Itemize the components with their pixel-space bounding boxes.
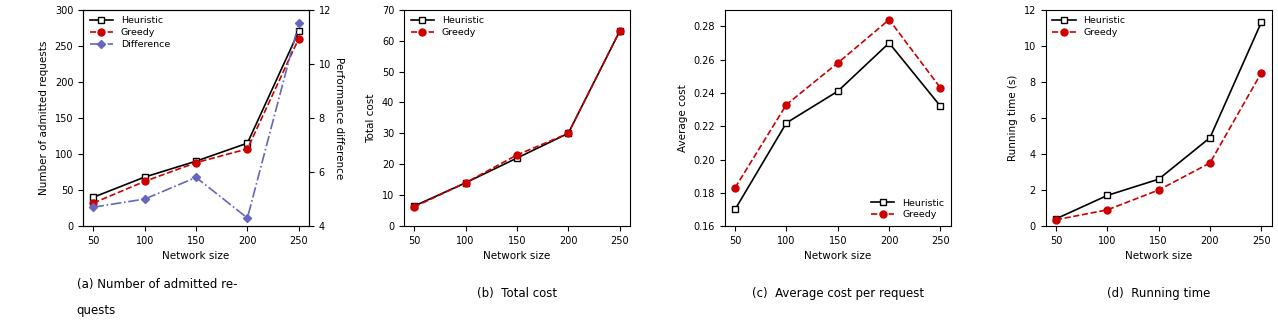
Heuristic xyxy=(1151,177,1167,181)
Line: Difference: Difference xyxy=(91,20,302,221)
Heuristic xyxy=(406,204,422,208)
Heuristic xyxy=(240,141,256,145)
Y-axis label: Total cost: Total cost xyxy=(367,93,376,142)
Heuristic xyxy=(86,195,101,199)
Greedy xyxy=(1203,161,1218,165)
Difference xyxy=(86,205,101,209)
Heuristic xyxy=(1048,217,1063,221)
Heuristic xyxy=(1099,193,1114,197)
Greedy xyxy=(406,205,422,209)
Greedy xyxy=(291,36,307,40)
Greedy xyxy=(1099,208,1114,212)
Heuristic xyxy=(291,29,307,33)
Difference xyxy=(188,175,203,179)
Line: Greedy: Greedy xyxy=(410,28,624,210)
Heuristic xyxy=(778,121,794,125)
Line: Heuristic: Heuristic xyxy=(412,28,622,209)
X-axis label: Network size: Network size xyxy=(1125,251,1192,261)
Heuristic xyxy=(458,181,473,185)
Greedy xyxy=(882,18,897,22)
Legend: Heuristic, Greedy, Difference: Heuristic, Greedy, Difference xyxy=(88,15,173,51)
Greedy xyxy=(831,61,846,65)
Line: Heuristic: Heuristic xyxy=(732,40,943,213)
Greedy xyxy=(561,131,576,135)
Heuristic xyxy=(509,156,524,160)
Line: Greedy: Greedy xyxy=(1053,69,1265,223)
Text: quests: quests xyxy=(77,304,116,317)
Greedy xyxy=(458,181,473,185)
Y-axis label: Number of admitted requests: Number of admitted requests xyxy=(40,41,49,195)
Heuristic xyxy=(1203,136,1218,140)
X-axis label: Network size: Network size xyxy=(804,251,872,261)
Text: (c)  Average cost per request: (c) Average cost per request xyxy=(751,287,924,300)
Heuristic xyxy=(612,29,627,33)
Line: Greedy: Greedy xyxy=(89,35,302,206)
Greedy xyxy=(727,186,743,190)
Greedy xyxy=(86,201,101,205)
Greedy xyxy=(1151,188,1167,192)
Greedy xyxy=(240,147,256,151)
Legend: Heuristic, Greedy: Heuristic, Greedy xyxy=(869,197,946,221)
Greedy xyxy=(188,161,203,164)
Y-axis label: Performance difference: Performance difference xyxy=(334,57,344,179)
Greedy xyxy=(1254,71,1269,75)
Difference xyxy=(240,216,256,220)
Heuristic xyxy=(561,131,576,135)
Heuristic xyxy=(137,175,152,179)
Difference xyxy=(291,21,307,25)
Heuristic xyxy=(188,159,203,163)
Heuristic xyxy=(1254,20,1269,24)
Heuristic xyxy=(831,89,846,93)
Legend: Heuristic, Greedy: Heuristic, Greedy xyxy=(1051,15,1127,39)
Greedy xyxy=(778,103,794,107)
Greedy xyxy=(1048,218,1063,222)
X-axis label: Network size: Network size xyxy=(162,251,230,261)
Y-axis label: Average cost: Average cost xyxy=(677,84,688,152)
Text: (b)  Total cost: (b) Total cost xyxy=(477,287,557,300)
Y-axis label: Running time (s): Running time (s) xyxy=(1008,75,1019,161)
X-axis label: Network size: Network size xyxy=(483,251,551,261)
Heuristic xyxy=(933,104,948,108)
Text: (d)  Running time: (d) Running time xyxy=(1107,287,1210,300)
Line: Greedy: Greedy xyxy=(731,16,944,191)
Greedy xyxy=(137,180,152,183)
Legend: Heuristic, Greedy: Heuristic, Greedy xyxy=(409,15,486,39)
Greedy xyxy=(509,153,524,157)
Greedy xyxy=(612,29,627,33)
Line: Heuristic: Heuristic xyxy=(1053,19,1264,222)
Greedy xyxy=(933,86,948,90)
Text: (a) Number of admitted re-: (a) Number of admitted re- xyxy=(77,278,238,291)
Heuristic xyxy=(727,207,743,211)
Heuristic xyxy=(882,41,897,45)
Line: Heuristic: Heuristic xyxy=(91,28,302,200)
Difference xyxy=(137,197,152,201)
